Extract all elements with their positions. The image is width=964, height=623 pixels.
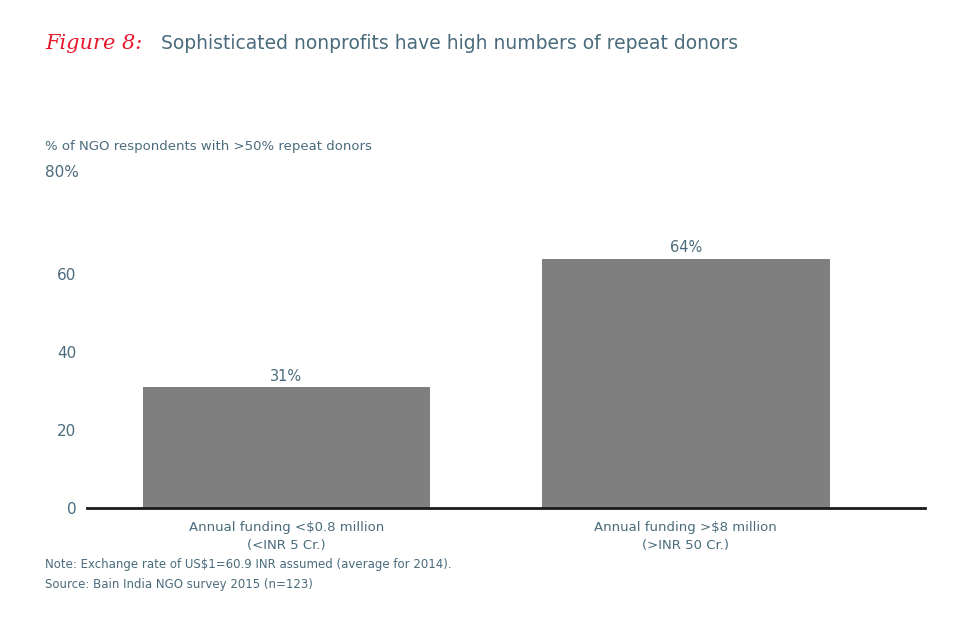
Text: Source: Bain India NGO survey 2015 (n=123): Source: Bain India NGO survey 2015 (n=12… [45,578,313,591]
Text: Figure 8:: Figure 8: [45,34,143,53]
Text: 31%: 31% [270,369,303,384]
Text: 64%: 64% [670,240,702,255]
Text: 80%: 80% [45,165,79,180]
Bar [542,259,830,508]
Text: % of NGO respondents with >50% repeat donors: % of NGO respondents with >50% repeat do… [45,140,372,153]
Text: Sophisticated nonprofits have high numbers of repeat donors: Sophisticated nonprofits have high numbe… [149,34,738,53]
Text: Note: Exchange rate of US$1=60.9 INR assumed (average for 2014).: Note: Exchange rate of US$1=60.9 INR ass… [45,558,452,571]
Bar [143,387,430,508]
